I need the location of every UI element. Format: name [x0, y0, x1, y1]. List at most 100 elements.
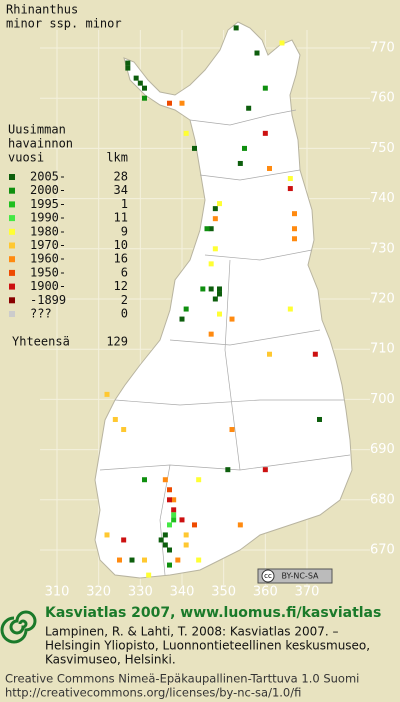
- legend-label: -1899: [30, 293, 66, 307]
- legend-swatch: [9, 174, 15, 180]
- record-square: [142, 477, 147, 483]
- record-square: [242, 145, 247, 151]
- legend-heading: havainnon: [8, 137, 73, 151]
- legend-label: 1990-: [30, 211, 66, 225]
- legend-swatch: [9, 201, 15, 208]
- legend-total: 129: [106, 335, 128, 349]
- legend-swatch: [9, 269, 15, 276]
- legend-label: 2000-: [30, 183, 66, 197]
- site-title: Kasviatlas 2007, www.luomus.fi/kasviatla…: [45, 605, 381, 621]
- record-square: [212, 296, 218, 302]
- record-square: [217, 291, 222, 297]
- record-square: [287, 306, 293, 312]
- record-square: [167, 562, 172, 568]
- legend-swatch: [9, 297, 15, 304]
- finland-outline: [94, 21, 353, 579]
- license: Creative Commons Nimeä-Epäkaupallinen-Ta…: [5, 672, 359, 686]
- legend-count: 11: [114, 211, 128, 225]
- y-tick-label: 680: [370, 492, 395, 507]
- record-square: [196, 557, 202, 563]
- record-square: [175, 557, 181, 563]
- legend-label: 1960-: [30, 252, 66, 266]
- record-square: [171, 512, 177, 518]
- record-square: [104, 391, 110, 397]
- record-square: [171, 507, 177, 513]
- record-square: [262, 130, 268, 136]
- record-square: [146, 572, 152, 578]
- y-tick-label: 770: [370, 41, 395, 56]
- record-square: [104, 532, 110, 538]
- y-tick-label: 750: [370, 141, 395, 156]
- record-square: [208, 261, 214, 267]
- legend-heading: vuosi: [8, 151, 44, 165]
- badge-circle: [261, 569, 275, 583]
- legend-count: 9: [121, 224, 128, 238]
- badge-box: [257, 568, 333, 584]
- record-square: [162, 542, 168, 548]
- record-square: [183, 532, 189, 538]
- y-tick-label: 670: [370, 543, 395, 558]
- legend-count: 1: [121, 197, 128, 211]
- record-square: [125, 60, 131, 66]
- y-tick-label: 700: [370, 392, 395, 407]
- x-tick-label: 350: [211, 585, 236, 600]
- legend-count: 16: [114, 252, 128, 266]
- legend-total-label: Yhteensä: [12, 335, 70, 349]
- legend-count: 10: [114, 238, 128, 252]
- record-square: [287, 176, 293, 182]
- record-square: [179, 316, 185, 322]
- legend-label: 1995-: [30, 197, 66, 211]
- record-square: [162, 477, 168, 483]
- record-square: [179, 100, 185, 106]
- citation: Kasvimuseo, Helsinki.: [45, 653, 176, 667]
- legend-count: 0: [121, 307, 128, 321]
- record-square: [233, 25, 239, 31]
- x-tick-label: 310: [45, 585, 70, 600]
- record-square: [167, 497, 172, 503]
- record-square: [317, 416, 322, 422]
- record-square: [246, 105, 252, 111]
- record-square: [217, 286, 222, 292]
- record-square: [217, 311, 222, 317]
- legend-label: 1900-: [30, 279, 66, 293]
- records: [104, 25, 322, 578]
- record-square: [225, 467, 231, 473]
- record-square: [133, 75, 139, 81]
- record-square: [171, 497, 177, 503]
- record-square: [208, 331, 214, 337]
- record-square: [229, 427, 235, 433]
- y-tick-label: 760: [370, 91, 395, 106]
- species-title: minor ssp. minor: [6, 17, 122, 31]
- record-square: [117, 557, 122, 563]
- record-square: [192, 522, 197, 528]
- record-square: [292, 236, 297, 242]
- legend-count: 12: [114, 279, 128, 293]
- legend-swatch: [9, 187, 15, 194]
- legend-label: 1980-: [30, 224, 66, 238]
- record-square: [167, 100, 172, 106]
- record-square: [200, 286, 206, 292]
- badge-cc: cc: [264, 572, 272, 580]
- record-square: [142, 85, 147, 91]
- record-square: [208, 226, 214, 232]
- record-square: [287, 186, 293, 192]
- record-square: [125, 65, 131, 71]
- y-tick-label: 720: [370, 292, 395, 307]
- legend-count-heading: lkm: [106, 151, 128, 165]
- citation: Helsingin Yliopisto, Luonnontieteellinen…: [45, 639, 370, 653]
- record-square: [254, 50, 260, 56]
- record-square: [167, 547, 172, 553]
- record-square: [292, 211, 297, 217]
- legend-swatch: [9, 283, 15, 290]
- legend-count: 28: [114, 170, 128, 184]
- x-tick-label: 340: [170, 585, 195, 600]
- x-tick-label: 370: [295, 585, 320, 600]
- record-square: [237, 522, 243, 528]
- record-square: [183, 306, 189, 312]
- x-tick-label: 360: [253, 585, 278, 600]
- record-square: [212, 216, 218, 222]
- license: http://creativecommons.org/licenses/by-n…: [5, 686, 301, 700]
- x-tick-label: 330: [128, 585, 153, 600]
